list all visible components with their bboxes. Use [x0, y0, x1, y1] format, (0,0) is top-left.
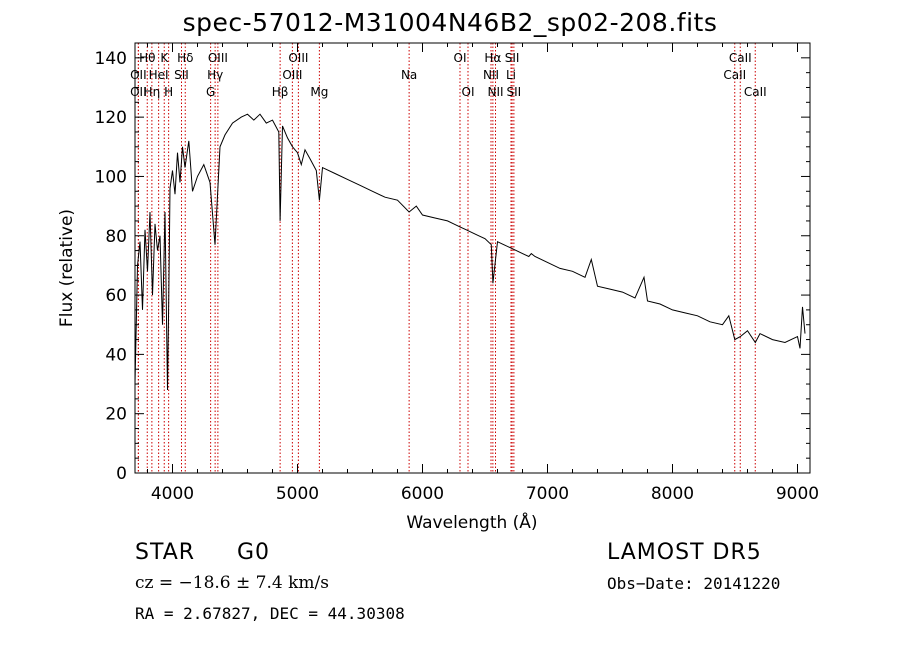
y-tick-label: 80	[105, 227, 127, 247]
y-axis-label: Flux (relative)	[57, 209, 77, 327]
y-tick-label: 40	[105, 345, 127, 365]
y-tick-label: 0	[116, 464, 127, 484]
line-marker-label: OII	[130, 85, 147, 99]
line-marker-label: OI	[454, 51, 467, 65]
x-axis-label: Wavelength (Å)	[406, 511, 537, 533]
survey-name: LAMOST DR5	[607, 540, 762, 565]
line-marker-label: OI	[462, 85, 475, 99]
observation-date: Obs−Date: 20141220	[607, 574, 781, 593]
line-marker-label: SII	[174, 68, 189, 82]
x-tick-label: 8000	[651, 484, 694, 504]
line-marker-label: Hβ	[272, 85, 289, 99]
spectrum-series	[134, 113, 806, 391]
x-tick-label: 4000	[151, 484, 194, 504]
line-marker-label: SII	[507, 85, 522, 99]
line-marker-label: OIII	[288, 51, 308, 65]
line-marker-label: HeI	[149, 68, 169, 82]
line-marker-label: CaII	[744, 85, 767, 99]
line-marker-label: Li	[506, 68, 516, 82]
tick-labels: 4000 5000 6000 7000 8000 9000 0 20 40 60 80 100 120 1…	[95, 49, 820, 504]
y-tick-label: 60	[105, 286, 127, 306]
line-marker-label: NII	[483, 68, 499, 82]
line-marker-label: OII	[130, 68, 147, 82]
line-marker-label: SII	[505, 51, 520, 65]
coordinates: RA = 2.67827, DEC = 44.30308	[135, 604, 405, 623]
y-tick-label: 140	[95, 49, 127, 69]
x-tick-label: 6000	[401, 484, 444, 504]
y-tick-label: 100	[95, 167, 127, 187]
line-markers	[137, 43, 756, 473]
line-marker-label: Hη	[144, 85, 161, 99]
y-tick-label: 120	[95, 108, 127, 128]
line-marker-label: Hα	[484, 51, 501, 65]
x-tick-label: 7000	[526, 484, 569, 504]
radial-velocity: cz = −18.6 ± 7.4 km/s	[135, 573, 329, 593]
line-marker-label: CaII	[723, 68, 746, 82]
x-tick-label: 9000	[776, 484, 819, 504]
line-marker-label: Hδ	[177, 51, 193, 65]
line-marker-label: Hθ	[139, 51, 155, 65]
y-tick-label: 20	[105, 405, 127, 425]
line-marker-label: Na	[401, 68, 417, 82]
x-tick-label: 5000	[276, 484, 319, 504]
line-marker-label: Hγ	[207, 68, 223, 82]
object-class: STAR	[135, 540, 196, 565]
line-marker-label: CaII	[729, 51, 752, 65]
object-subclass: G0	[237, 540, 271, 565]
line-marker-label: NII	[487, 85, 503, 99]
line-marker-label: OIII	[282, 68, 302, 82]
line-marker-label: OIII	[208, 51, 228, 65]
line-marker-label: Mg	[310, 85, 328, 99]
chart-title: spec-57012-M31004N46B2_sp02-208.fits	[182, 8, 718, 37]
line-marker-label: K	[160, 51, 169, 65]
line-marker-label: H	[164, 85, 173, 99]
line-marker-label: G	[206, 85, 215, 99]
plot-axes	[134, 42, 811, 474]
plot-frame	[134, 42, 811, 474]
spectrum-line	[134, 113, 806, 391]
